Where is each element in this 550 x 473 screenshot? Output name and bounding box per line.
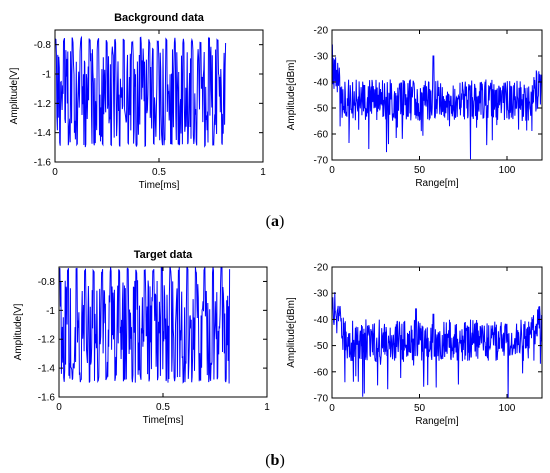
plot-b-range: 0 50 100 -70 -60 -50 -40 -30 -20 Range[m] Amplitud… bbox=[286, 263, 543, 427]
y-tick-label: -1 bbox=[42, 70, 51, 81]
data-series bbox=[332, 44, 542, 160]
x-tick-label: 0 bbox=[329, 403, 335, 414]
plot-title: Target data bbox=[134, 249, 193, 261]
x-axis-label: Time[ms] bbox=[143, 415, 184, 426]
x-axis-label: Range[m] bbox=[415, 416, 459, 427]
y-axis-label: Amplitude[V] bbox=[9, 67, 20, 124]
y-tick-label: -40 bbox=[314, 315, 329, 326]
y-tick-label: -40 bbox=[314, 78, 329, 89]
plot-a-range: 0 50 100 -70 -60 -50 -40 -30 -20 Range[m] Amplitud… bbox=[286, 26, 543, 189]
x-tick-label: 100 bbox=[499, 403, 516, 414]
y-tick-label: -20 bbox=[314, 263, 329, 274]
y-tick-label: -1.4 bbox=[38, 364, 56, 375]
x-tick-label: 0 bbox=[329, 165, 335, 176]
x-tick-label: 0.5 bbox=[156, 402, 170, 413]
x-tick-label: 50 bbox=[414, 403, 426, 414]
y-tick-label: -30 bbox=[314, 289, 329, 300]
panels: 0 0.5 1 -1.6 -1.4 -1.2 -1 -0.8 Time[ms] Amplitude… bbox=[9, 12, 543, 427]
data-series bbox=[332, 292, 542, 398]
y-tick-label: -50 bbox=[314, 104, 329, 115]
y-tick-label: -30 bbox=[314, 52, 329, 63]
x-tick-label: 0.5 bbox=[152, 167, 166, 178]
plot-title: Background data bbox=[114, 12, 205, 24]
x-tick-label: 1 bbox=[260, 167, 266, 178]
y-tick-label: -0.8 bbox=[38, 277, 56, 288]
y-tick-label: -1.2 bbox=[34, 99, 52, 110]
plot-b-time: 0 0.5 1 -1.6 -1.4 -1.2 -1 -0.8 Time[ms] Amplitude… bbox=[13, 249, 270, 426]
plot-a-time: 0 0.5 1 -1.6 -1.4 -1.2 -1 -0.8 Time[ms] Amplitude… bbox=[9, 12, 266, 191]
y-tick-label: -1.6 bbox=[38, 393, 56, 404]
caption-b: (b) bbox=[265, 452, 285, 469]
y-axis-label: Amplitude[dBm] bbox=[286, 59, 297, 130]
y-tick-label: -60 bbox=[314, 367, 329, 378]
x-tick-label: 50 bbox=[414, 165, 426, 176]
plot-frame bbox=[331, 29, 543, 161]
y-tick-label: -1 bbox=[46, 306, 55, 317]
x-tick-label: 0 bbox=[56, 402, 62, 413]
x-axis-label: Time[ms] bbox=[139, 180, 180, 191]
y-tick-label: -60 bbox=[314, 130, 329, 141]
x-tick-label: 1 bbox=[264, 402, 270, 413]
y-tick-label: -1.2 bbox=[38, 335, 56, 346]
data-series bbox=[59, 267, 231, 384]
y-tick-label: -70 bbox=[314, 156, 329, 167]
y-tick-label: -1.4 bbox=[34, 128, 52, 139]
y-tick-label: -0.8 bbox=[34, 40, 52, 51]
y-axis-label: Amplitude[dBm] bbox=[286, 297, 297, 368]
x-tick-label: 0 bbox=[52, 167, 58, 178]
plot-frame bbox=[331, 266, 543, 399]
caption-a: (a) bbox=[266, 213, 285, 230]
y-tick-label: -1.6 bbox=[34, 158, 52, 169]
y-tick-label: -50 bbox=[314, 341, 329, 352]
x-tick-label: 100 bbox=[499, 165, 516, 176]
y-tick-label: -20 bbox=[314, 26, 329, 37]
x-axis-label: Range[m] bbox=[415, 178, 459, 189]
y-axis-label: Amplitude[V] bbox=[13, 303, 24, 360]
data-series bbox=[55, 35, 227, 148]
y-tick-label: -70 bbox=[314, 394, 329, 405]
